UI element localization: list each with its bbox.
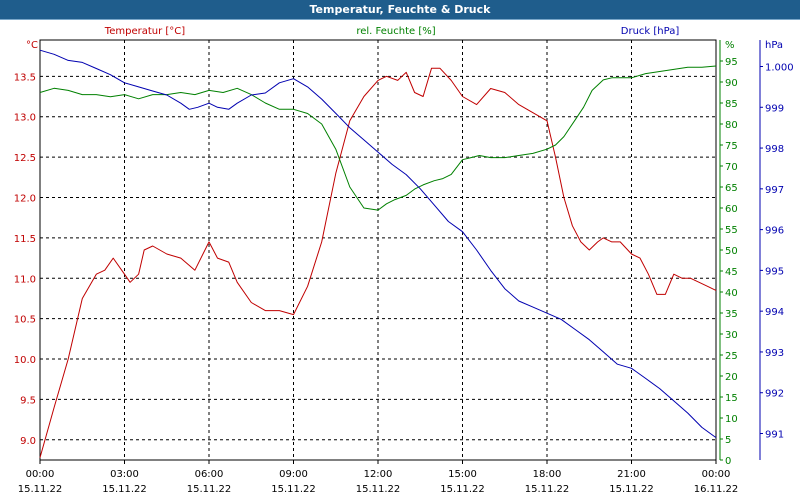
x-tick-label-date: 16.11.22 (694, 484, 739, 495)
x-tick-label-date: 15.11.22 (271, 484, 316, 495)
x-tick-label-time: 03:00 (110, 469, 139, 480)
pressure-tick-label: 991 (765, 429, 784, 440)
x-tick-label-date: 15.11.22 (102, 484, 147, 495)
temperature-tick-label: 11.5 (14, 234, 36, 245)
pressure-unit: hPa (765, 40, 783, 51)
pressure-tick-label: 999 (765, 103, 784, 114)
pressure-axis-title: Druck [hPa] (621, 26, 680, 37)
temperature-tick-label: 10.5 (14, 315, 36, 326)
series-group (39, 49, 717, 458)
humidity-tick-label: 15 (725, 393, 738, 404)
humidity-tick-label: 80 (725, 120, 738, 131)
humidity-tick-label: 45 (725, 267, 738, 278)
temperature-axis-title: Temperatur [°C] (104, 26, 185, 37)
series-line-temperature (39, 67, 717, 458)
x-tick-label-date: 15.11.22 (609, 484, 654, 495)
pressure-tick-label: 997 (765, 185, 784, 196)
pressure-tick-label: 994 (765, 307, 784, 318)
x-tick-label-date: 15.11.22 (356, 484, 401, 495)
humidity-tick-label: 60 (725, 204, 738, 215)
humidity-tick-label: 30 (725, 330, 738, 341)
humidity-tick-label: 95 (725, 57, 738, 68)
x-tick-label-date: 15.11.22 (18, 484, 63, 495)
axis-labels: 00:00 15.11.22 03:00 15.11.22 06:00 15.11.22 0… (14, 26, 794, 495)
humidity-tick-label: 40 (725, 288, 738, 299)
temperature-tick-label: 9.0 (20, 436, 36, 447)
humidity-unit: % (725, 40, 735, 51)
humidity-tick-label: 20 (725, 372, 738, 383)
x-tick-label-time: 00:00 (702, 469, 731, 480)
pressure-tick-label: 996 (765, 226, 784, 237)
x-tick-label-time: 06:00 (195, 469, 224, 480)
x-tick-label-time: 18:00 (533, 469, 562, 480)
series-line-pressure (39, 49, 717, 439)
temperature-tick-label: 13.5 (14, 72, 36, 83)
x-tick-label-time: 12:00 (364, 469, 393, 480)
grid-lines (40, 40, 716, 460)
humidity-tick-label: 0 (725, 456, 731, 467)
humidity-tick-label: 70 (725, 162, 738, 173)
x-tick-label-time: 21:00 (617, 469, 646, 480)
temperature-tick-label: 9.5 (20, 395, 36, 406)
x-tick-label-date: 15.11.22 (440, 484, 485, 495)
temperature-tick-label: 12.5 (14, 153, 36, 164)
temperature-tick-label: 12.0 (14, 194, 36, 205)
humidity-tick-label: 10 (725, 414, 738, 425)
series-line-humidity (39, 65, 717, 211)
temperature-tick-label: 10.0 (14, 355, 36, 366)
x-tick-label-date: 15.11.22 (525, 484, 570, 495)
pressure-tick-label: 992 (765, 389, 784, 400)
humidity-tick-label: 85 (725, 99, 738, 110)
humidity-tick-label: 35 (725, 309, 738, 320)
humidity-axis-title: rel. Feuchte [%] (356, 26, 435, 37)
humidity-tick-label: 5 (725, 435, 731, 446)
window-title: Temperatur, Feuchte & Druck (0, 0, 800, 20)
temperature-unit: °C (26, 40, 38, 51)
temperature-tick-label: 13.0 (14, 113, 36, 124)
humidity-tick-label: 90 (725, 78, 738, 89)
humidity-tick-label: 75 (725, 141, 738, 152)
pressure-tick-label: 1.000 (765, 63, 794, 74)
x-tick-label-time: 00:00 (26, 469, 55, 480)
humidity-tick-label: 25 (725, 351, 738, 362)
humidity-tick-label: 50 (725, 246, 738, 257)
pressure-tick-label: 995 (765, 266, 784, 277)
humidity-tick-label: 55 (725, 225, 738, 236)
axes (39, 40, 763, 464)
pressure-tick-label: 998 (765, 144, 784, 155)
x-tick-label-date: 15.11.22 (187, 484, 232, 495)
x-tick-label-time: 15:00 (448, 469, 477, 480)
pressure-tick-label: 993 (765, 348, 784, 359)
humidity-tick-label: 65 (725, 183, 738, 194)
temperature-tick-label: 11.0 (14, 274, 36, 285)
x-tick-label-time: 09:00 (279, 469, 308, 480)
